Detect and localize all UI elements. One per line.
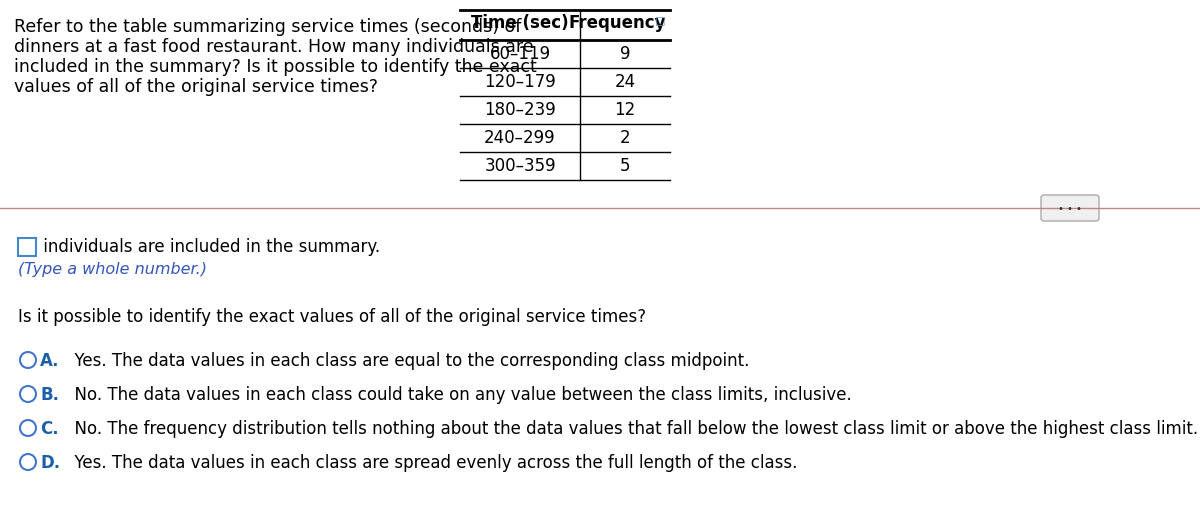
Text: 240–299: 240–299 — [484, 129, 556, 147]
Text: 12: 12 — [614, 101, 636, 119]
Text: No. The frequency distribution tells nothing about the data values that fall bel: No. The frequency distribution tells not… — [64, 420, 1198, 438]
Text: Frequency: Frequency — [569, 14, 666, 32]
Text: included in the summary? Is it possible to identify the exact: included in the summary? Is it possible … — [14, 58, 536, 76]
Text: No. The data values in each class could take on any value between the class limi: No. The data values in each class could … — [64, 386, 852, 404]
Text: • • •: • • • — [1058, 204, 1082, 214]
Text: 300–359: 300–359 — [484, 157, 556, 175]
Text: C.: C. — [40, 420, 59, 438]
Text: Is it possible to identify the exact values of all of the original service times: Is it possible to identify the exact val… — [18, 308, 646, 326]
Text: 9: 9 — [619, 45, 630, 63]
Text: 120–179: 120–179 — [484, 73, 556, 91]
Text: D.: D. — [40, 454, 60, 472]
Text: (Type a whole number.): (Type a whole number.) — [18, 262, 208, 277]
Text: Yes. The data values in each class are spread evenly across the full length of t: Yes. The data values in each class are s… — [64, 454, 797, 472]
Text: Refer to the table summarizing service times (seconds) of: Refer to the table summarizing service t… — [14, 18, 521, 36]
Text: Yes. The data values in each class are equal to the corresponding class midpoint: Yes. The data values in each class are e… — [64, 352, 749, 370]
Text: □: □ — [655, 15, 666, 25]
Text: Time (sec): Time (sec) — [472, 14, 569, 32]
Text: 24: 24 — [614, 73, 636, 91]
Text: 2: 2 — [619, 129, 630, 147]
Text: 60–119: 60–119 — [490, 45, 551, 63]
Text: 5: 5 — [619, 157, 630, 175]
Text: values of all of the original service times?: values of all of the original service ti… — [14, 78, 378, 96]
FancyBboxPatch shape — [18, 238, 36, 256]
Text: B.: B. — [40, 386, 59, 404]
FancyBboxPatch shape — [1042, 195, 1099, 221]
Text: individuals are included in the summary.: individuals are included in the summary. — [38, 238, 380, 256]
Text: dinners at a fast food restaurant. How many individuals are: dinners at a fast food restaurant. How m… — [14, 38, 534, 56]
Text: A.: A. — [40, 352, 60, 370]
Text: 180–239: 180–239 — [484, 101, 556, 119]
